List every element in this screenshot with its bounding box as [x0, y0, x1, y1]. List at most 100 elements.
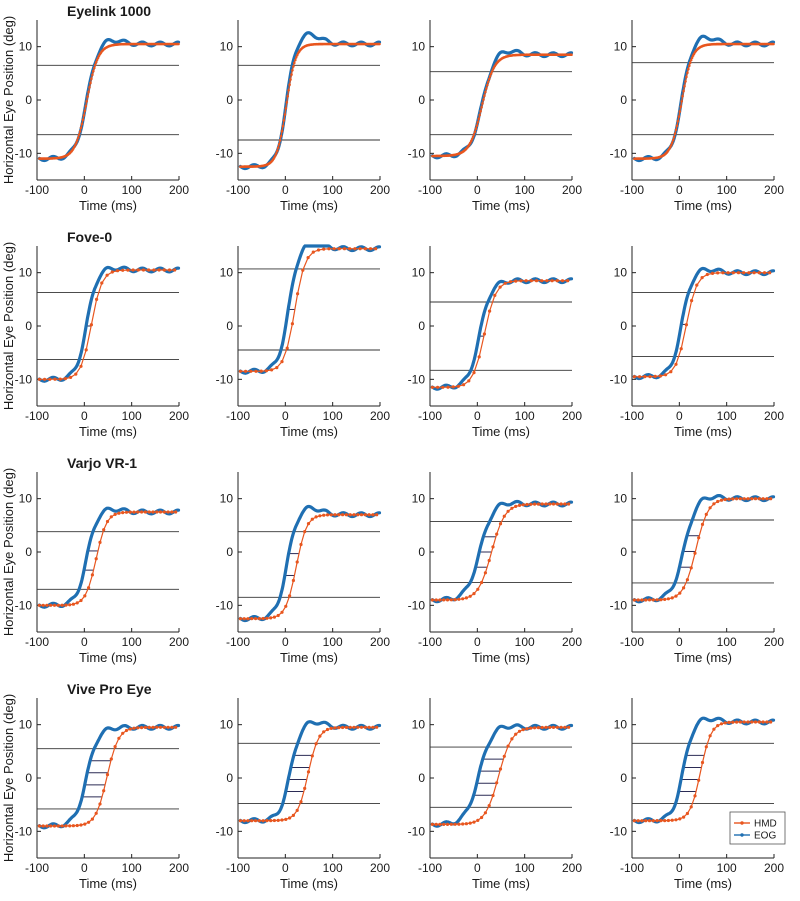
- hmd-point: [685, 75, 688, 79]
- hmd-trace: [634, 721, 771, 822]
- x-tick-label: -100: [418, 183, 442, 197]
- hmd-point: [322, 730, 326, 734]
- hmd-point: [690, 56, 694, 59]
- y-tick-label: 0: [620, 93, 627, 107]
- hmd-point: [638, 375, 642, 379]
- hmd-point: [286, 94, 290, 98]
- hmd-point: [461, 822, 465, 826]
- hmd-point: [671, 138, 675, 142]
- hmd-point: [84, 104, 88, 108]
- hmd-point: [674, 818, 678, 822]
- hmd-point: [276, 149, 279, 152]
- hmd-point: [510, 506, 514, 510]
- hmd-point: [87, 90, 90, 94]
- hmd-point: [555, 279, 559, 283]
- hmd-point: [464, 596, 468, 600]
- hmd-markers: [37, 510, 178, 607]
- hmd-point: [476, 818, 480, 823]
- hmd-point: [87, 586, 91, 590]
- hmd-point: [332, 247, 336, 251]
- hmd-point: [719, 498, 724, 502]
- hmd-point: [757, 497, 761, 501]
- hmd-point: [762, 271, 767, 275]
- hmd-point: [486, 83, 489, 87]
- eog-trace: [37, 265, 181, 383]
- y-tick-label: 10: [412, 266, 426, 280]
- hmd-point: [434, 598, 438, 602]
- hmd-point: [310, 517, 314, 521]
- hmd-point: [363, 513, 367, 517]
- hmd-point: [468, 594, 472, 598]
- x-tick-label: 200: [370, 635, 390, 649]
- hmd-point: [658, 374, 663, 378]
- hmd-point: [506, 744, 510, 748]
- hmd-point: [74, 372, 78, 376]
- hmd-point: [761, 497, 765, 501]
- x-axis-label: Time (ms): [79, 198, 137, 213]
- hmd-point: [45, 824, 49, 828]
- hmd-point: [333, 726, 337, 730]
- x-tick-label: 0: [676, 409, 683, 423]
- hmd-point: [480, 580, 484, 585]
- hmd-point: [644, 598, 648, 602]
- hmd-point: [491, 793, 495, 798]
- hmd-point: [491, 545, 495, 549]
- hmd-point: [115, 269, 120, 273]
- eog-trace: [37, 723, 181, 830]
- hmd-markers: [238, 513, 379, 621]
- hmd-point: [280, 129, 284, 133]
- x-tick-label: -100: [620, 409, 644, 423]
- hmd-point: [468, 821, 472, 825]
- hmd-point: [292, 65, 295, 68]
- hmd-point: [681, 94, 684, 98]
- hmd-point: [708, 506, 712, 510]
- hmd-point: [430, 822, 434, 827]
- hmd-point: [102, 789, 106, 793]
- hmd-point: [695, 283, 699, 287]
- x-tick-label: 200: [764, 183, 784, 197]
- x-tick-label: 100: [515, 409, 535, 423]
- hmd-point: [514, 732, 518, 736]
- hmd-point: [318, 734, 322, 738]
- hmd-point: [279, 134, 283, 138]
- x-tick-label: 100: [515, 183, 535, 197]
- hmd-point: [716, 271, 720, 275]
- hmd-point: [738, 720, 743, 724]
- hmd-point: [670, 596, 674, 600]
- hmd-point: [356, 725, 360, 729]
- hmd-point: [679, 347, 683, 351]
- hmd-point: [506, 509, 510, 513]
- hmd-point: [56, 824, 60, 828]
- hmd-point: [141, 268, 146, 272]
- y-tick-label: 0: [226, 319, 233, 333]
- hmd-point: [140, 726, 144, 730]
- hmd-point: [651, 819, 655, 823]
- hmd-point: [655, 598, 659, 602]
- hmd-point: [289, 78, 292, 81]
- hmd-point: [640, 819, 644, 823]
- eog-trace: [238, 31, 382, 171]
- hmd-point: [742, 720, 746, 724]
- x-tick-label: 200: [764, 861, 784, 875]
- hmd-point: [121, 510, 125, 515]
- x-tick-label: -100: [226, 409, 250, 423]
- hmd-point: [136, 510, 140, 514]
- eog-trace: [632, 266, 776, 381]
- hmd-point: [280, 818, 284, 822]
- hmd-markers: [430, 279, 570, 389]
- hmd-point: [290, 73, 293, 76]
- hmd-point: [100, 281, 104, 285]
- hmd-point: [246, 819, 250, 823]
- hmd-point: [688, 64, 691, 67]
- hmd-point: [136, 726, 140, 730]
- hmd-point: [472, 820, 476, 824]
- hmd-point: [508, 280, 513, 284]
- hmd-point: [769, 497, 773, 501]
- x-tick-label: 100: [122, 861, 142, 875]
- hmd-point: [436, 385, 440, 389]
